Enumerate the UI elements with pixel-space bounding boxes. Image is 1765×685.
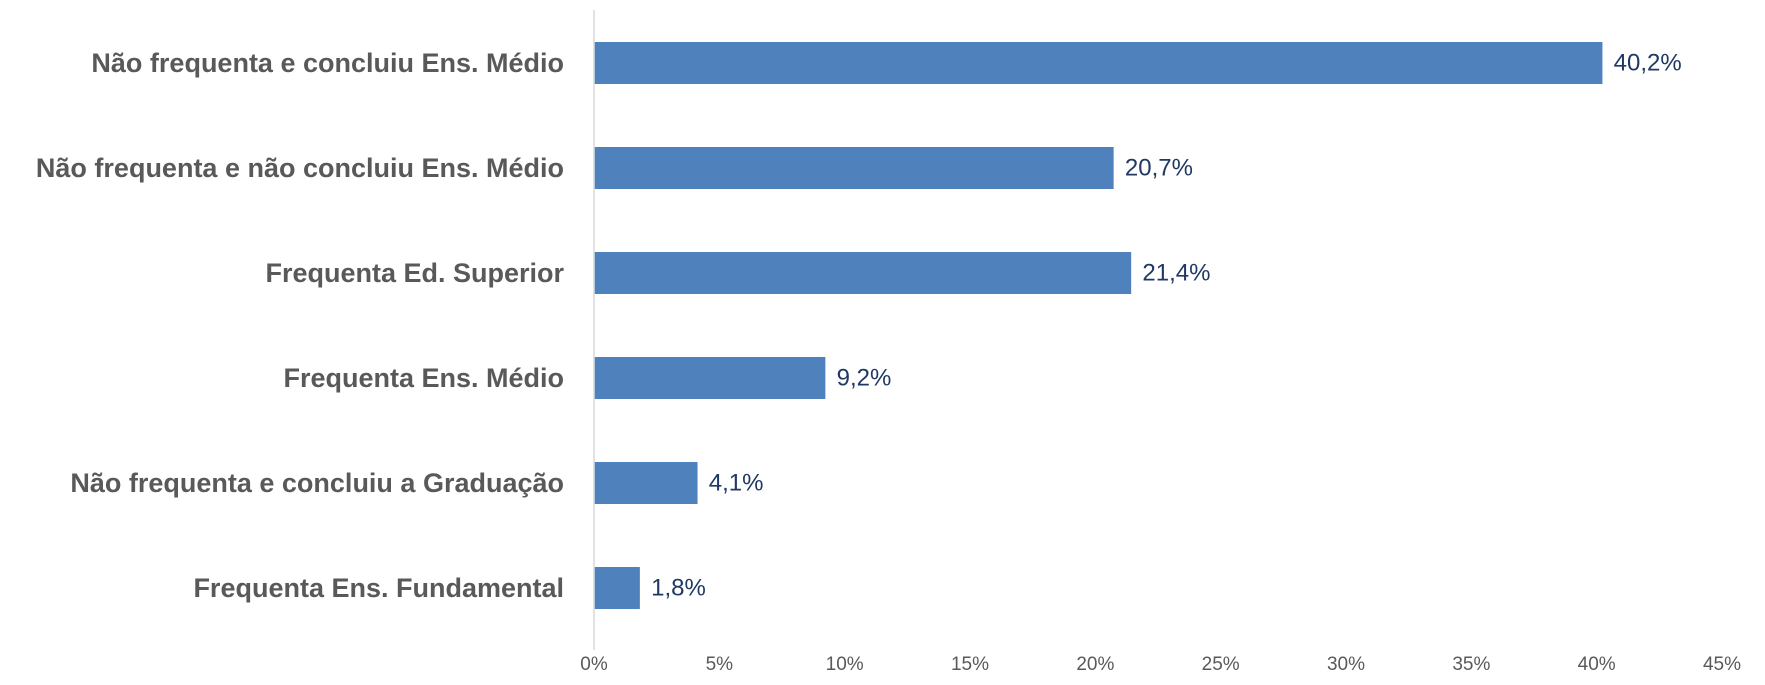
bar [594, 252, 1132, 294]
x-tick-label: 20% [1076, 654, 1114, 675]
category-labels: Não frequenta e concluiu Ens. Médio Não f… [36, 48, 565, 603]
x-tick-label: 25% [1202, 654, 1240, 675]
data-label: 40,2% [1614, 50, 1682, 77]
x-tick-label: 0% [580, 654, 608, 675]
data-label: 20,7% [1125, 155, 1193, 182]
bar [594, 462, 698, 504]
x-tick-label: 40% [1578, 654, 1616, 675]
x-tick-label: 15% [951, 654, 989, 675]
data-label: 1,8% [651, 575, 706, 602]
x-tick-label: 30% [1327, 654, 1365, 675]
category-label: Não frequenta e não concluiu Ens. Médio [36, 153, 564, 183]
bar [594, 357, 826, 399]
category-label: Frequenta Ed. Superior [265, 258, 564, 288]
category-label: Frequenta Ens. Médio [283, 363, 564, 393]
x-tick-label: 5% [706, 654, 734, 675]
x-tick-label: 45% [1703, 654, 1741, 675]
data-label: 21,4% [1142, 260, 1210, 287]
category-label: Não frequenta e concluiu Ens. Médio [91, 48, 564, 78]
x-tick-label: 35% [1452, 654, 1490, 675]
data-label: 9,2% [837, 365, 892, 392]
x-axis-tick-labels: 0% 5% 10% 15% 20% 25% 30% 35% 40% 45% [580, 654, 1741, 675]
bars-group [594, 42, 1603, 609]
bar [594, 42, 1603, 84]
bar [594, 567, 640, 609]
data-labels: 40,2% 20,7% 21,4% 9,2% 4,1% 1,8% [651, 50, 1682, 602]
x-tick-label: 10% [826, 654, 864, 675]
data-label: 4,1% [709, 470, 764, 497]
category-label: Não frequenta e concluiu a Graduação [70, 468, 564, 498]
bar [594, 147, 1114, 189]
category-label: Frequenta Ens. Fundamental [193, 573, 564, 603]
